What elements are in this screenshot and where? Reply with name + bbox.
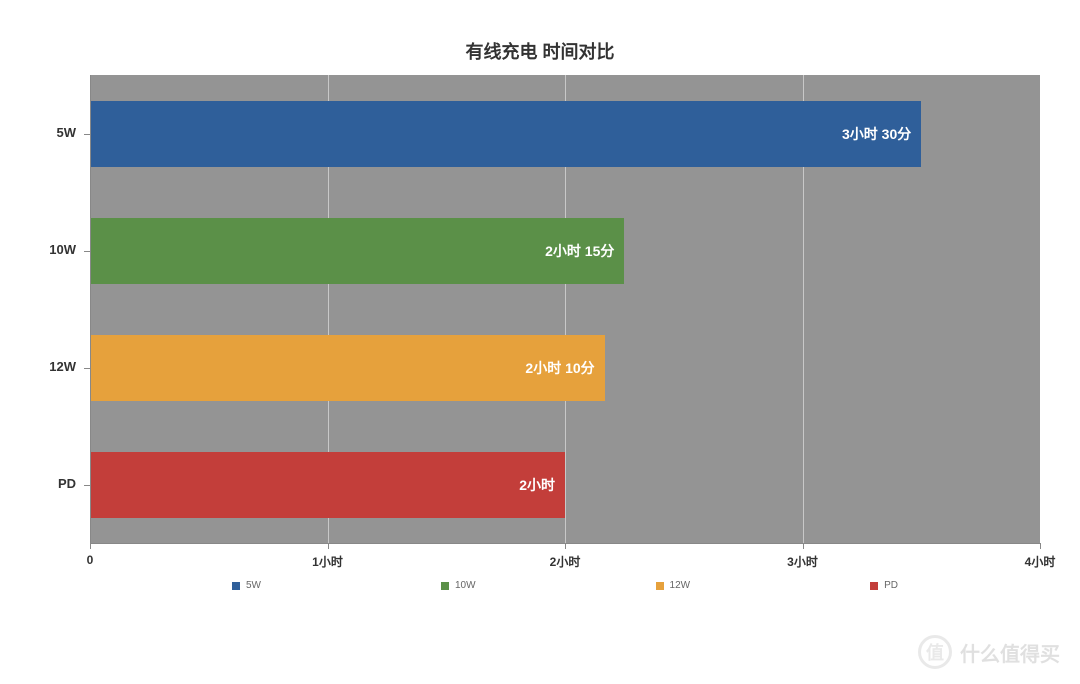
- y-axis-label: 12W: [0, 359, 76, 374]
- x-axis-label: 0: [87, 553, 94, 567]
- legend-item: 5W: [232, 580, 261, 591]
- chart-container: 有线充电 时间对比 3小时 30分 2小时 15分 2小时 10分 2小时 5W 10W…: [0, 0, 1080, 684]
- bar: 2小时 15分: [90, 218, 624, 284]
- bar: 3小时 30分: [90, 101, 921, 167]
- x-axis-label: 1小时: [312, 553, 343, 570]
- bar-value-label: 2小时 15分: [545, 241, 614, 261]
- y-axis-label: PD: [0, 476, 76, 491]
- legend-label: 12W: [670, 580, 691, 591]
- bar: 2小时: [90, 452, 565, 518]
- legend: 5W 10W 12W PD: [90, 580, 1040, 591]
- y-axis-label: 5W: [0, 125, 76, 140]
- bar-value-label: 3小时 30分: [842, 124, 911, 144]
- x-axis-label: 2小时: [550, 553, 581, 570]
- bar-value-label: 2小时: [519, 475, 555, 495]
- legend-swatch: [232, 582, 240, 590]
- bar-value-label: 2小时 10分: [525, 358, 594, 378]
- plot-area: 3小时 30分 2小时 15分 2小时 10分 2小时: [90, 75, 1040, 543]
- y-tick: [84, 251, 90, 252]
- y-tick: [84, 134, 90, 135]
- chart-title: 有线充电 时间对比: [0, 38, 1080, 64]
- y-tick: [84, 485, 90, 486]
- x-tick: [1040, 543, 1041, 549]
- y-axis-label: 10W: [0, 242, 76, 257]
- legend-item: 12W: [656, 580, 691, 591]
- legend-swatch: [656, 582, 664, 590]
- x-axis-line: [90, 543, 1040, 544]
- legend-item: PD: [870, 580, 898, 591]
- y-tick: [84, 368, 90, 369]
- watermark-icon: 值: [918, 635, 952, 669]
- watermark-text: 什么值得买: [960, 638, 1060, 667]
- legend-label: 10W: [455, 580, 476, 591]
- x-axis-label: 4小时: [1025, 553, 1056, 570]
- legend-item: 10W: [441, 580, 476, 591]
- watermark: 值 什么值得买: [918, 635, 1060, 669]
- bar: 2小时 10分: [90, 335, 605, 401]
- legend-swatch: [870, 582, 878, 590]
- x-axis-label: 3小时: [787, 553, 818, 570]
- y-axis-line: [90, 75, 91, 543]
- legend-label: PD: [884, 580, 898, 591]
- legend-swatch: [441, 582, 449, 590]
- legend-label: 5W: [246, 580, 261, 591]
